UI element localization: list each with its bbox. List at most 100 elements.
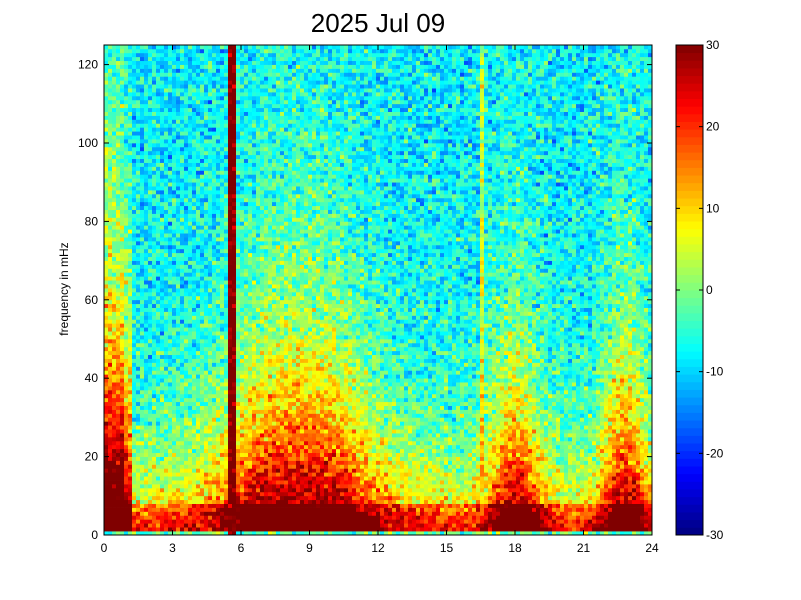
heatmap-cell <box>224 527 229 532</box>
heatmap-cell <box>244 76 249 81</box>
heatmap-cell <box>148 299 153 305</box>
heatmap-cell <box>236 115 241 120</box>
heatmap-cell <box>228 437 233 442</box>
heatmap-cell <box>160 515 165 520</box>
heatmap-cell <box>176 315 181 320</box>
heatmap-cell <box>180 393 185 399</box>
heatmap-cell <box>240 291 245 297</box>
heatmap-cell <box>200 378 205 383</box>
heatmap-cell <box>124 103 129 109</box>
heatmap-cell <box>228 491 233 497</box>
heatmap-cell <box>180 487 185 493</box>
heatmap-cell <box>116 295 121 301</box>
heatmap-cell <box>216 354 221 359</box>
heatmap-cell <box>160 405 165 410</box>
heatmap-cell <box>200 307 205 312</box>
heatmap-cell <box>124 303 129 308</box>
heatmap-cell <box>140 60 145 65</box>
heatmap-cell <box>172 72 177 77</box>
heatmap-cell <box>248 405 253 410</box>
heatmap-cell <box>176 452 181 457</box>
heatmap-cell <box>204 193 209 199</box>
heatmap-cell <box>236 327 241 332</box>
heatmap-cell <box>180 503 185 508</box>
heatmap-cell <box>156 331 161 336</box>
heatmap-cell <box>104 303 109 308</box>
heatmap-cell <box>252 480 257 485</box>
heatmap-cell <box>124 484 129 489</box>
heatmap-cell <box>120 76 125 81</box>
heatmap-cell <box>252 268 257 273</box>
heatmap-cell <box>188 288 193 293</box>
heatmap-cell <box>216 244 221 250</box>
heatmap-cell <box>240 503 245 508</box>
heatmap-cell <box>200 495 205 501</box>
heatmap-cell <box>184 256 189 261</box>
heatmap-cell <box>108 468 113 473</box>
heatmap-cell <box>144 95 149 101</box>
heatmap-cell <box>260 146 265 152</box>
heatmap-cell <box>244 437 249 442</box>
heatmap-cell <box>172 342 177 348</box>
heatmap-cell <box>144 378 149 383</box>
heatmap-cell <box>128 491 133 497</box>
heatmap-cell <box>132 178 137 183</box>
heatmap-cell <box>128 507 133 512</box>
heatmap-cell <box>136 499 141 504</box>
heatmap-cell <box>224 221 229 226</box>
heatmap-cell <box>240 193 245 199</box>
heatmap-cell <box>144 186 149 191</box>
heatmap-cell <box>152 154 157 160</box>
heatmap-cell <box>180 150 185 156</box>
heatmap-cell <box>128 174 133 179</box>
heatmap-cell <box>132 217 137 222</box>
heatmap-cell <box>184 480 189 485</box>
heatmap-cell <box>192 307 197 312</box>
heatmap-cell <box>120 480 125 485</box>
heatmap-cell <box>152 511 157 516</box>
heatmap-cell <box>204 354 209 359</box>
heatmap-cell <box>104 429 109 434</box>
heatmap-cell <box>176 460 181 465</box>
heatmap-cell <box>124 158 129 163</box>
heatmap-cell <box>212 405 217 410</box>
heatmap-cell <box>128 327 133 332</box>
heatmap-cell <box>240 335 245 340</box>
heatmap-cell <box>220 45 225 50</box>
heatmap-cell <box>128 303 133 308</box>
heatmap-cell <box>180 323 185 328</box>
heatmap-cell <box>248 241 253 246</box>
heatmap-cell <box>104 268 109 273</box>
heatmap-cell <box>184 523 189 528</box>
heatmap-cell <box>244 162 249 167</box>
heatmap-cell <box>208 244 213 250</box>
heatmap-cell <box>212 448 217 454</box>
heatmap-cell <box>204 503 209 508</box>
heatmap-cell <box>260 272 265 277</box>
heatmap-cell <box>252 374 257 379</box>
heatmap-cell <box>204 350 209 356</box>
heatmap-cell <box>192 264 197 269</box>
heatmap-cell <box>240 95 245 101</box>
heatmap-cell <box>192 213 197 218</box>
heatmap-cell <box>196 311 201 316</box>
heatmap-cell <box>228 99 233 105</box>
heatmap-cell <box>124 413 129 418</box>
heatmap-cell <box>148 456 153 461</box>
heatmap-cell <box>184 499 189 504</box>
heatmap-cell <box>108 217 113 222</box>
heatmap-cell <box>128 354 133 359</box>
heatmap-cell <box>240 221 245 226</box>
heatmap-cell <box>252 272 257 277</box>
heatmap-cell <box>248 201 253 207</box>
heatmap-cell <box>216 131 221 136</box>
heatmap-cell <box>128 397 133 403</box>
heatmap-cell <box>240 288 245 293</box>
heatmap-cell <box>160 456 165 461</box>
heatmap-cell <box>116 327 121 332</box>
heatmap-cell <box>248 80 253 85</box>
heatmap-cell <box>128 170 133 175</box>
heatmap-cell <box>164 76 169 81</box>
heatmap-cell <box>156 241 161 246</box>
heatmap-cell <box>128 213 133 218</box>
